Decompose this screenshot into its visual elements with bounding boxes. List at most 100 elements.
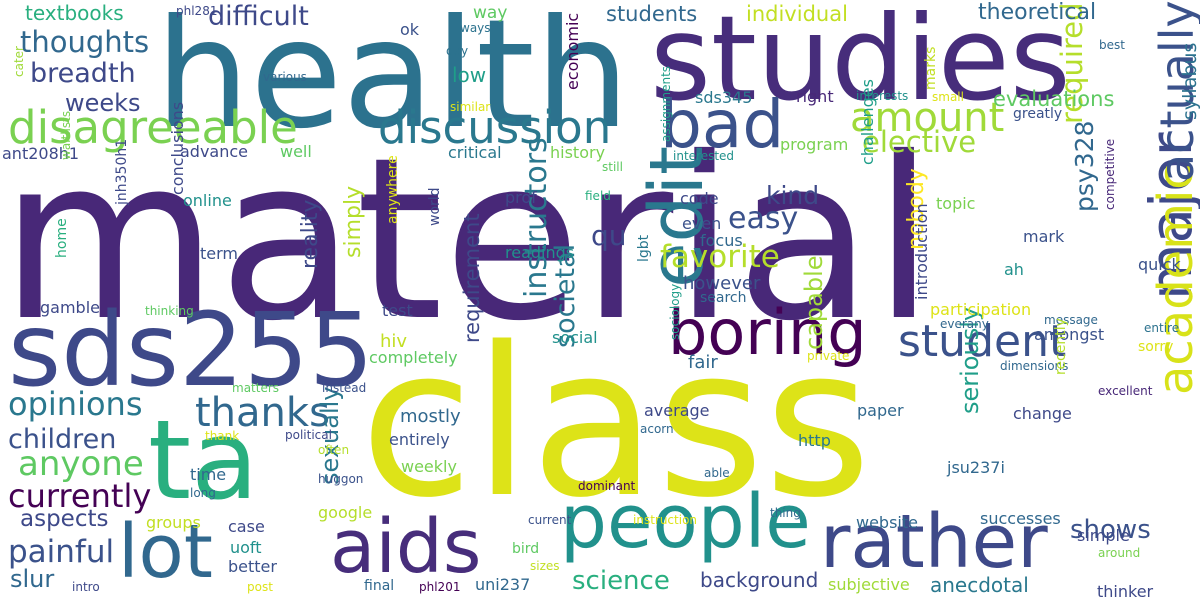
word-greatly: greatly [1013,106,1063,122]
word-everany: everany [940,317,989,331]
word-gamble: gamble [40,298,100,317]
word-low: low [452,63,487,87]
word-readings: readings [505,243,575,262]
word-students: students [606,2,698,26]
word-textbooks: textbooks [25,1,124,25]
word-marks: marks [923,46,939,90]
word-world: world [427,187,443,226]
word-kind: kind [766,181,820,210]
word-phl281: phl281 [176,4,218,18]
word-instruction: instruction [633,513,698,527]
word-home: home [54,218,70,258]
word-right: right [796,87,834,106]
word-thoughts: thoughts [20,25,150,59]
word-intro: intro [72,580,100,594]
word-ok: ok [400,20,420,39]
word-website: website [856,513,918,532]
word-thank: thank [205,429,240,443]
word-http: http [798,431,831,450]
word-completely: completely [369,348,458,367]
word-psy328: psy328 [1070,120,1099,212]
word-final: final [364,578,395,594]
word-uni237: uni237 [475,575,531,594]
word-anywhere: anywhere [385,155,401,224]
word-jsu237i: jsu237i [947,458,1005,477]
word-matters: matters [232,381,280,395]
word-term: term [200,244,238,263]
word-anecdotal: anecdotal [930,573,1029,597]
word-google: google [318,503,373,522]
word-difficult: difficult [208,1,309,32]
word-opinions: opinions [8,385,143,423]
word-amongst: amongst [1034,325,1105,344]
word-ant208h1: ant208h1 [2,144,80,163]
word-dominant: dominant [578,479,636,493]
word-long: long [190,486,216,500]
word-mark: mark [1023,227,1065,246]
word-focus: focus [700,231,743,250]
word-prof: prof [505,188,537,207]
word-favorite: favorite [660,239,780,275]
word-time: time [190,465,227,484]
word-various: various [263,70,307,84]
word-way: way [473,3,508,23]
word-economic: economic [563,12,582,90]
word-thanks: thanks [195,390,330,436]
word-interested: interested [673,149,735,163]
word-around: around [1098,546,1141,560]
word-however: however [683,273,761,294]
word-breadth: breadth [30,58,136,89]
word-reality: reality [298,199,323,269]
word-easy: easy [728,201,799,236]
word-day: day [446,44,469,58]
word-lot: lot [118,509,213,595]
word-health: health [155,0,630,162]
word-disagreeable: disagreeable [8,101,298,154]
word-better: better [228,557,277,576]
word-cater: cater [12,46,26,77]
word-currently: currently [8,477,152,515]
word-simply: simply [341,185,366,258]
word-shows: shows [1070,515,1151,545]
word-huggon: huggon [318,472,364,486]
word-people: people [560,479,811,565]
word-bad: bad [660,86,785,163]
word-social: social [552,328,598,347]
word-background: background [700,568,819,592]
word-best: best [1099,38,1125,52]
word-groups: groups [146,513,201,532]
word-ta: ta [148,396,259,524]
word-sorry: sorry [1138,339,1174,355]
word-science: science [572,566,670,596]
word-successes: successes [980,509,1061,528]
word-test: test [382,301,413,320]
word-acorn: acorn [640,422,674,436]
word-paper: paper [857,401,904,420]
word-search: search [700,290,747,306]
word-lgbt: lgbt [636,234,652,262]
word-fair: fair [688,352,718,373]
word-well: well [280,142,312,161]
word-interests: interests [856,89,909,103]
word-online: online [183,191,232,210]
word-thing: thing [770,506,801,520]
word-jnh350h1: jnh350h1 [114,138,130,205]
word-material: material [0,109,935,370]
word-conclusions: conclusions [168,101,187,195]
word-weeks: weeks [65,89,141,117]
word-amount: amount [850,95,1005,141]
word-quick: quick [1138,255,1181,274]
word-average: average [644,401,710,420]
word-uoft: uoft [230,538,262,557]
word-history: history [550,143,606,162]
word-boring: boring [668,296,867,369]
word-program: program [780,135,849,154]
word-dimensions: dimensions [1000,359,1069,373]
word-sizes: sizes [530,559,560,573]
word-similar: similar [450,100,491,114]
word-sociology: sociology [668,283,682,340]
word-subjective: subjective [828,575,910,594]
word-current: current [528,513,572,527]
word-phl201: phl201 [419,580,461,594]
word-competitive: competitive [1103,138,1117,210]
